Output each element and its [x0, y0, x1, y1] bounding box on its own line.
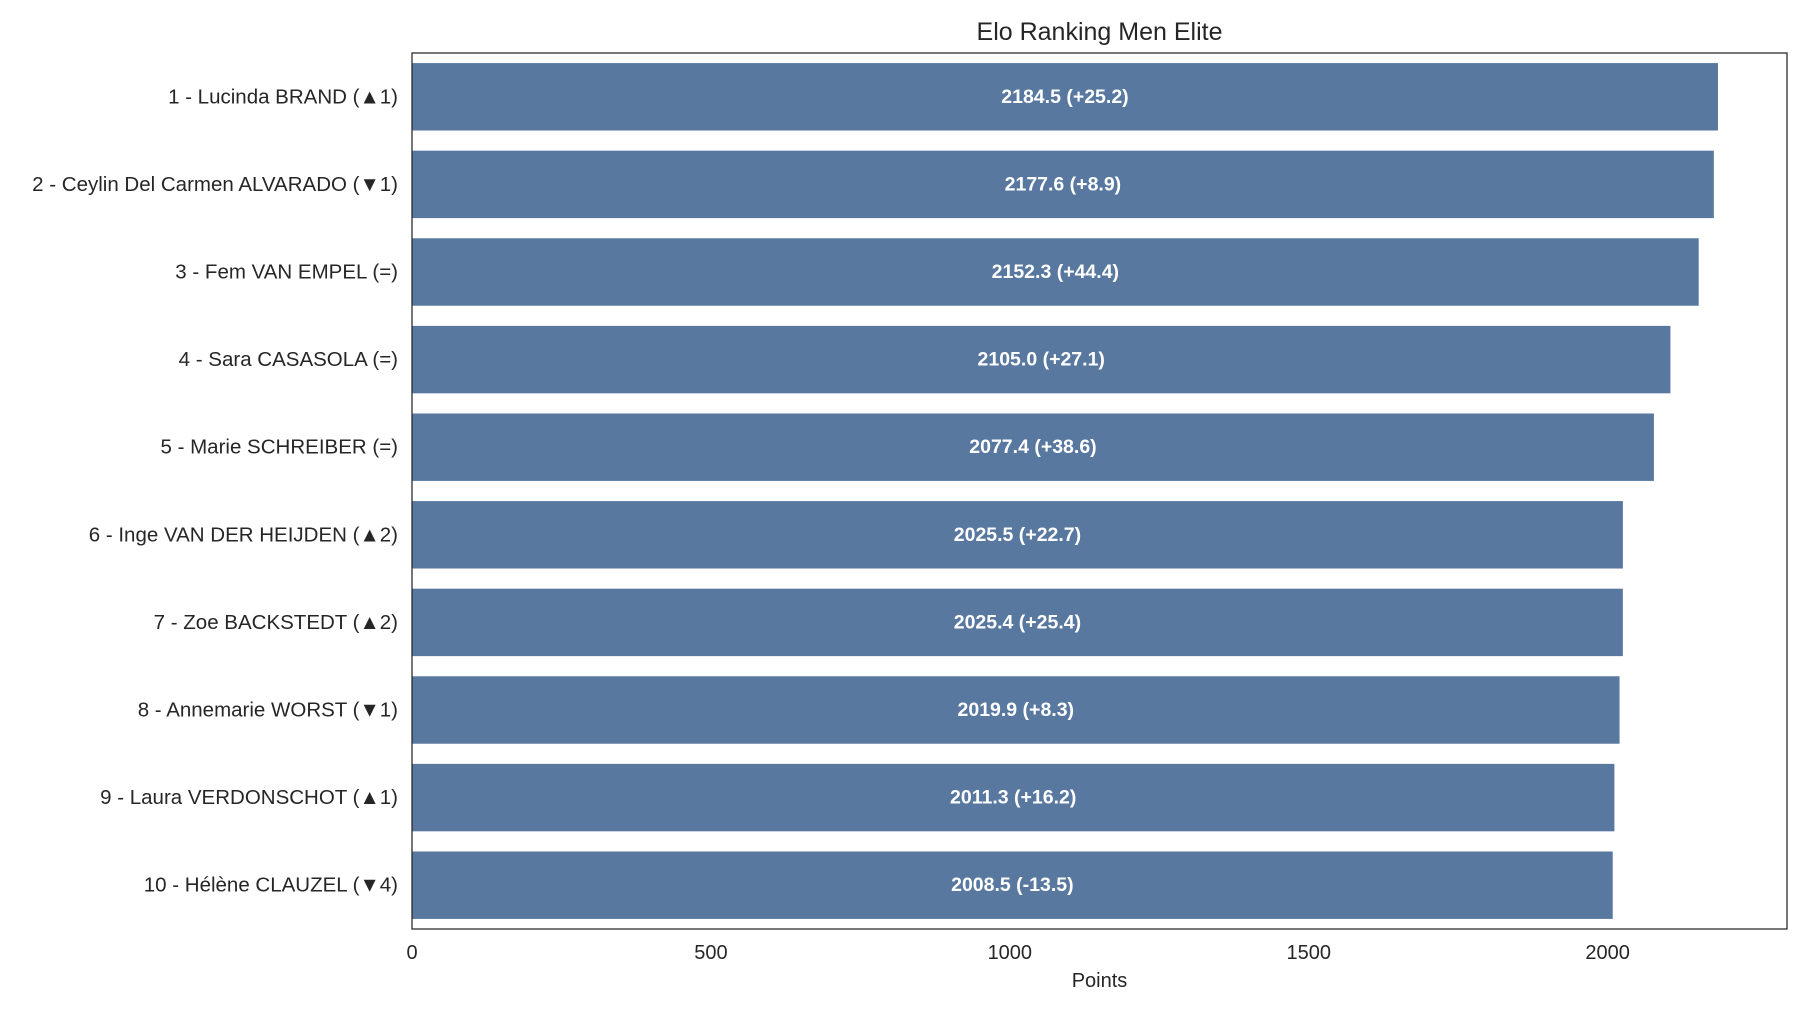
bar-data-label: 2105.0 (+27.1)	[978, 349, 1105, 371]
y-tick-label: 1 - Lucinda BRAND (▲1)	[168, 85, 398, 108]
y-tick-label: 7 - Zoe BACKSTEDT (▲2)	[154, 611, 398, 634]
bar	[412, 238, 1699, 306]
y-tick-label: 9 - Laura VERDONSCHOT (▲1)	[100, 786, 398, 809]
bar	[412, 588, 1623, 657]
bar	[412, 150, 1714, 219]
y-tick-label: 3 - Fem VAN EMPEL (=)	[175, 261, 398, 284]
bar	[412, 325, 1671, 394]
y-tick-label: 8 - Annemarie WORST (▼1)	[138, 699, 398, 722]
bar-data-label: 2152.3 (+44.4)	[992, 261, 1119, 283]
y-tick-label: 10 - Hélène CLAUZEL (▼4)	[144, 874, 398, 897]
bar	[412, 851, 1613, 919]
x-tick-label: 2000	[1585, 942, 1630, 964]
x-axis-ticks: 0 500 1000 1500 2000	[406, 942, 1629, 964]
bar-data-label: 2008.5 (-13.5)	[951, 874, 1074, 896]
x-tick-label: 1000	[988, 942, 1033, 964]
bar-data-label: 2025.4 (+25.4)	[954, 611, 1081, 633]
bar-data-label: 2184.5 (+25.2)	[1001, 86, 1128, 108]
bar	[412, 676, 1620, 744]
bar	[412, 63, 1718, 131]
y-tick-label: 2 - Ceylin Del Carmen ALVARADO (▼1)	[32, 173, 398, 196]
x-axis-label: Points	[1072, 970, 1128, 992]
y-tick-label: 5 - Marie SCHREIBER (=)	[160, 436, 398, 459]
bar	[412, 763, 1615, 832]
bar	[412, 413, 1654, 481]
x-tick-label: 500	[694, 942, 727, 964]
x-tick-label: 1500	[1286, 942, 1331, 964]
y-tick-label: 6 - Inge VAN DER HEIJDEN (▲2)	[89, 523, 398, 546]
bar	[412, 501, 1623, 569]
bar-data-label: 2077.4 (+38.6)	[969, 436, 1096, 458]
x-tick-label: 0	[406, 942, 417, 964]
y-axis-ticks: 1 - Lucinda BRAND (▲1) 2 - Ceylin Del Car…	[32, 85, 398, 896]
bar-data-label: 2177.6 (+8.9)	[1005, 173, 1122, 195]
bar-data-label: 2011.3 (+16.2)	[950, 787, 1076, 809]
y-tick-label: 4 - Sara CASASOLA (=)	[179, 348, 398, 371]
chart-title: Elo Ranking Men Elite	[977, 18, 1223, 46]
bar-data-label: 2019.9 (+8.3)	[958, 699, 1075, 721]
bar-data-label: 2025.5 (+22.7)	[954, 524, 1081, 546]
bars-layer: 2184.5 (+25.2) 2177.6 (+8.9) 2152.3 (+44.4…	[412, 63, 1718, 919]
plot-frame	[411, 52, 1788, 930]
